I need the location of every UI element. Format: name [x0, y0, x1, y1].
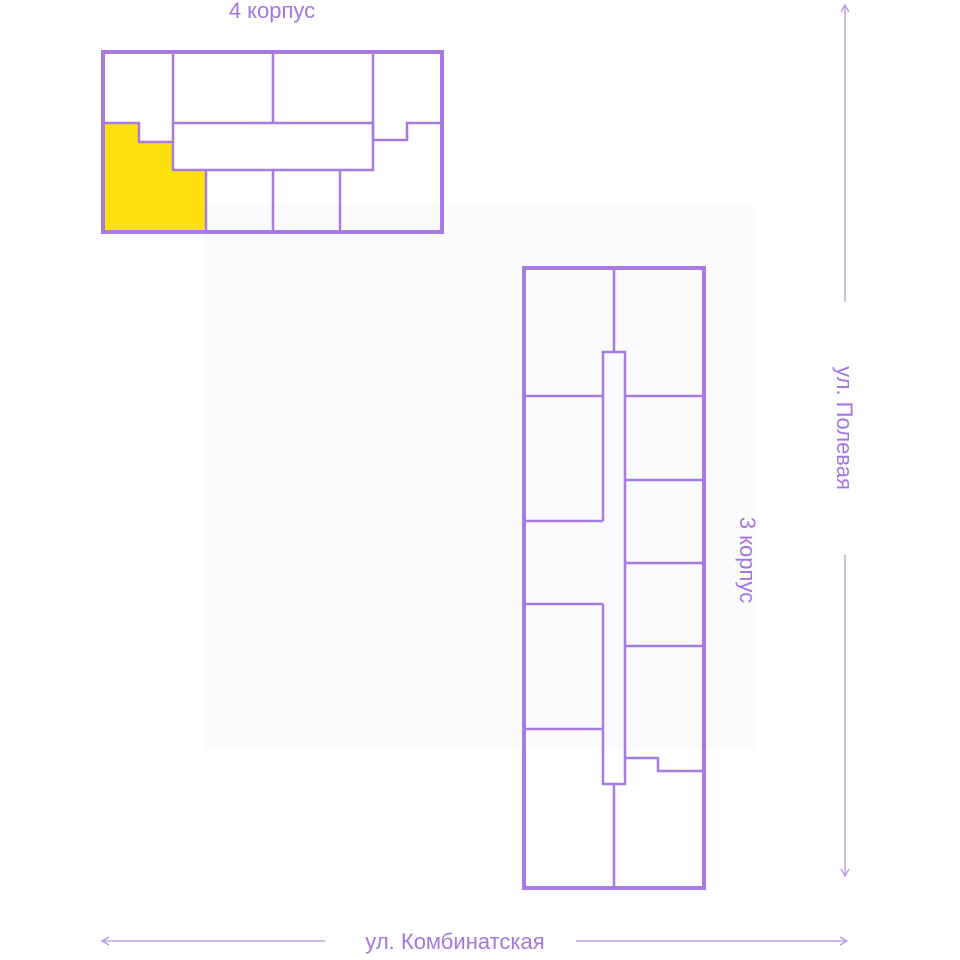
building-3-label: 3 корпус	[735, 517, 760, 603]
building-4	[101, 50, 444, 234]
building-4-label: 4 корпус	[229, 0, 315, 23]
building-3-walls	[524, 268, 704, 888]
street-bottom-arrow	[100, 936, 849, 946]
site-area	[205, 205, 755, 750]
building-3	[522, 266, 706, 890]
building-4-walls	[103, 52, 442, 232]
street-right-label: ул. Полевая	[832, 366, 857, 490]
street-right-arrow	[840, 3, 850, 878]
street-bottom-label: ул. Комбинатская	[365, 929, 544, 954]
highlighted-unit[interactable]	[105, 123, 206, 230]
